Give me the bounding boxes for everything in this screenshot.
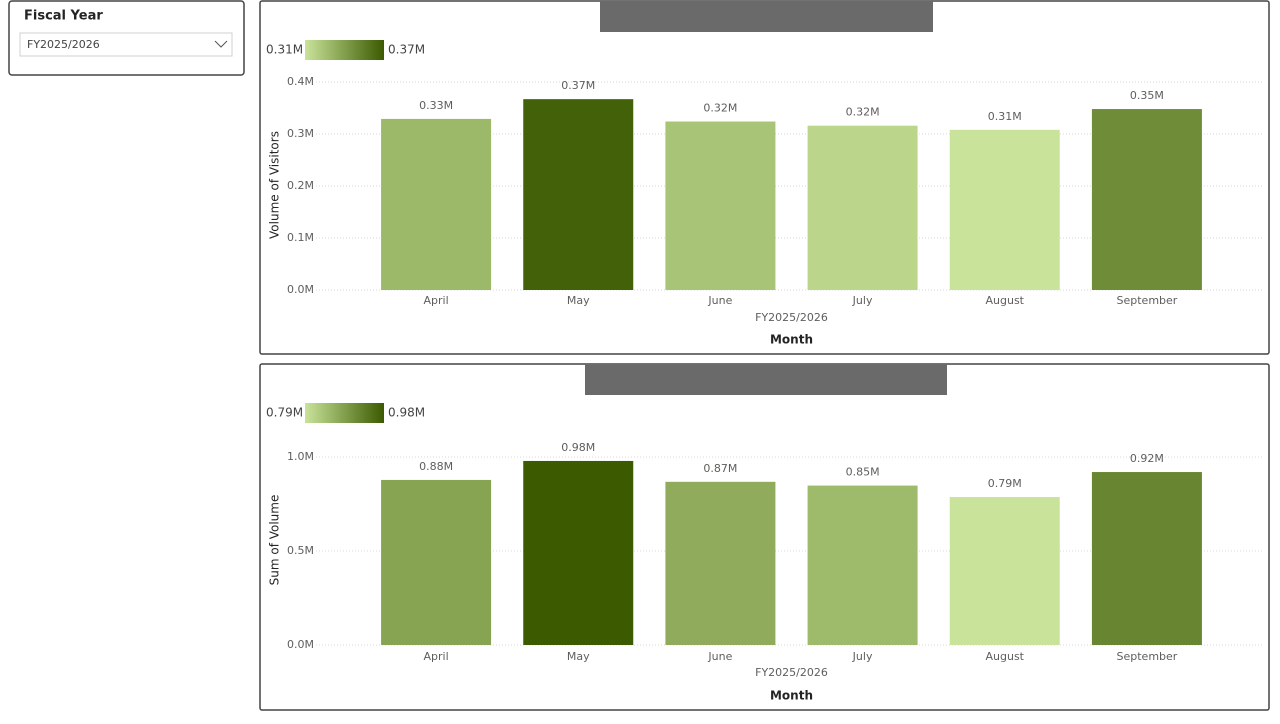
chevron[interactable] [214, 40, 228, 48]
data-label: 0.87M [703, 462, 737, 475]
legend-gradient [305, 403, 384, 423]
y-tick-label: 0.1M [287, 231, 314, 244]
legend-gradient [305, 40, 384, 60]
bar [665, 481, 776, 645]
bar [807, 125, 918, 291]
y-tick-label: 0.3M [287, 127, 314, 140]
x-axis-title: Month [770, 689, 813, 703]
x-tick-label: June [707, 650, 732, 663]
bar [381, 118, 492, 290]
x-tick-label: July [852, 294, 873, 307]
title-image [585, 364, 947, 395]
x-group-label: FY2025/2026 [755, 666, 828, 679]
bar [807, 485, 918, 645]
bar [381, 479, 492, 645]
x-tick-label: July [852, 650, 873, 663]
bar [949, 497, 1060, 645]
bar [523, 99, 634, 290]
y-axis-title: Sum of Volume [268, 495, 282, 586]
y-tick-label: 1.0M [287, 450, 314, 463]
data-label: 0.33M [419, 99, 453, 112]
legend-max: 0.98M [388, 406, 425, 420]
x-tick-label: May [567, 294, 590, 307]
data-label: 0.35M [1130, 89, 1164, 102]
legend-min: 0.31M [266, 43, 303, 57]
x-tick-label: April [424, 650, 449, 663]
x-tick-label: June [707, 294, 732, 307]
x-tick-label: August [986, 650, 1025, 663]
x-group-label: FY2025/2026 [755, 311, 828, 324]
data-label: 0.92M [1130, 452, 1164, 465]
slicer-dropdown[interactable]: FY2025/2026 [19, 32, 233, 57]
x-tick-label: August [986, 294, 1025, 307]
bar [1091, 472, 1202, 645]
data-label: 0.32M [703, 102, 737, 115]
y-axis-title: Volume of Visitors [268, 131, 282, 239]
data-label: 0.85M [846, 466, 880, 479]
y-tick-label: 0.4M [287, 75, 314, 88]
x-tick-label: September [1117, 294, 1178, 307]
data-label: 0.98M [561, 441, 595, 454]
bar [949, 129, 1060, 290]
dropdown-value[interactable]: FY2025/2026 [27, 38, 100, 51]
data-label: 0.31M [988, 110, 1022, 123]
title-image [600, 1, 933, 32]
y-tick-label: 0.0M [287, 638, 314, 651]
bar [1091, 109, 1202, 290]
x-tick-label: April [424, 294, 449, 307]
dropdown-box[interactable] [19, 32, 233, 57]
x-tick-label: September [1117, 650, 1178, 663]
data-label: 0.88M [419, 460, 453, 473]
bar [523, 460, 634, 645]
x-axis-title: Month [770, 333, 813, 347]
legend-min: 0.79M [266, 406, 303, 420]
slicer-title: Fiscal Year [24, 9, 103, 24]
data-label: 0.79M [988, 477, 1022, 490]
legend-max: 0.37M [388, 43, 425, 57]
bar [665, 121, 776, 291]
y-tick-label: 0.2M [287, 179, 314, 192]
y-tick-label: 0.0M [287, 283, 314, 296]
y-tick-label: 0.5M [287, 544, 314, 557]
data-label: 0.32M [846, 106, 880, 119]
x-tick-label: May [567, 650, 590, 663]
data-label: 0.37M [561, 79, 595, 92]
